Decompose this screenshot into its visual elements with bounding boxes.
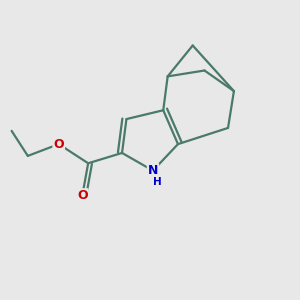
Text: O: O: [77, 189, 88, 202]
Text: H: H: [153, 177, 162, 187]
Text: N: N: [148, 164, 158, 177]
Text: O: O: [53, 138, 64, 151]
